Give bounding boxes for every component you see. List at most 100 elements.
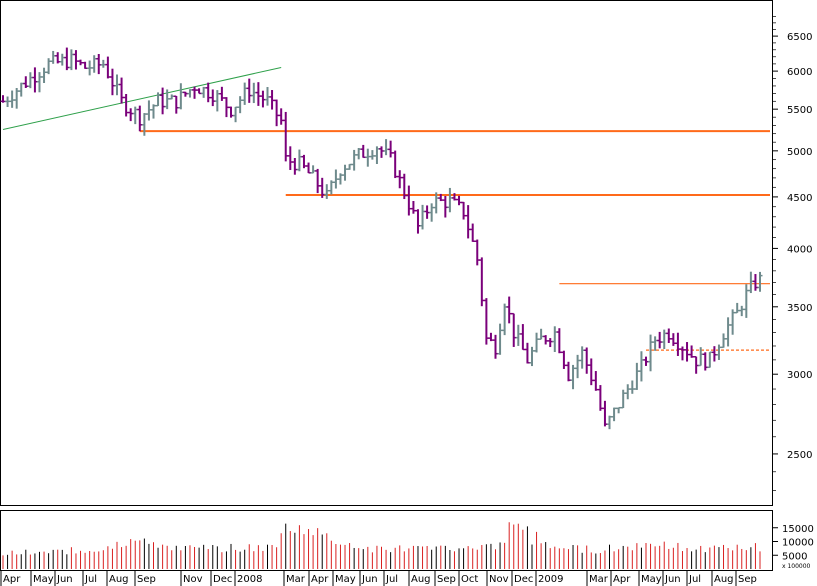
price-bar	[620, 389, 626, 409]
price-bar	[752, 274, 758, 291]
price-bar	[269, 90, 275, 110]
price-bar	[634, 362, 640, 390]
price-bar	[292, 158, 298, 175]
x-tick-label: Aug	[411, 574, 431, 585]
x-tick-label: Aug	[714, 574, 734, 585]
price-bar	[479, 257, 485, 307]
price-bar	[579, 346, 585, 369]
price-bar	[575, 354, 581, 379]
x-tick-label: Sep	[738, 574, 757, 585]
price-bar	[347, 163, 353, 170]
price-bar	[360, 144, 366, 159]
price-bar	[82, 61, 88, 69]
x-tick-label: Jun	[664, 574, 681, 585]
price-bar	[383, 139, 389, 156]
x-tick-label: Jul	[385, 574, 398, 585]
price-bar	[488, 332, 494, 342]
price-bar	[169, 94, 175, 100]
price-bar	[23, 76, 29, 88]
price-tick-label: 5000	[787, 147, 812, 158]
price-bar	[287, 146, 293, 170]
price-bar	[119, 77, 125, 104]
price-bar	[534, 332, 540, 353]
price-bar	[629, 380, 635, 394]
price-bar	[693, 356, 699, 374]
price-bar	[648, 334, 654, 372]
price-bar	[105, 56, 111, 79]
price-bar	[470, 223, 476, 242]
price-bar	[739, 305, 745, 317]
price-bar	[223, 97, 229, 118]
volume-bars	[2, 522, 761, 569]
x-tick-label: Apr	[613, 574, 631, 585]
price-bar	[707, 351, 713, 369]
price-tick-label: 4000	[787, 244, 812, 255]
price-bar	[493, 334, 499, 359]
price-bar	[14, 87, 20, 109]
price-bar	[442, 196, 448, 218]
price-bar	[219, 86, 225, 101]
price-bar	[328, 180, 334, 195]
price-bar	[132, 106, 138, 125]
price-tick-label: 6000	[787, 67, 812, 78]
x-tick-label: Dec	[213, 574, 232, 585]
price-bar	[711, 346, 717, 362]
price-bar	[538, 328, 544, 340]
price-bar	[424, 205, 430, 219]
price-bar	[392, 150, 398, 179]
price-bar	[652, 336, 658, 351]
price-bar	[59, 53, 65, 66]
price-bar	[379, 146, 384, 158]
price-bar	[182, 91, 188, 97]
price-bar	[324, 184, 330, 199]
price-bar	[337, 173, 343, 185]
price-bar	[415, 209, 421, 234]
price-bar	[561, 350, 567, 369]
price-bar	[141, 113, 147, 136]
volume-tick-label: 15000	[782, 524, 814, 535]
price-bar	[246, 78, 252, 103]
price-bar	[251, 82, 257, 104]
x-tick-label: May	[641, 574, 662, 585]
price-tick-label: 5500	[787, 105, 812, 116]
x-tick-label: Apr	[311, 574, 329, 585]
price-bar	[187, 89, 193, 98]
price-bar	[597, 385, 603, 411]
price-bar	[109, 68, 115, 96]
price-bar	[310, 165, 316, 174]
price-bar	[0, 95, 6, 103]
price-bar	[374, 146, 380, 165]
x-tick-label: Jun	[56, 574, 73, 585]
price-bar	[410, 201, 416, 214]
x-tick-label: Sep	[437, 574, 456, 585]
price-bar	[178, 83, 184, 110]
volume-y-axis: 5000 10000 15000	[773, 524, 814, 562]
price-bar	[365, 148, 371, 167]
volume-tick-label: 10000	[782, 538, 814, 549]
price-bar	[684, 342, 690, 362]
price-bar	[369, 150, 375, 160]
x-tick-label: Nov	[183, 574, 203, 585]
price-bar	[46, 58, 52, 75]
price-bar	[55, 52, 61, 64]
price-bar	[725, 317, 731, 347]
price-bar	[556, 328, 562, 354]
price-bar	[68, 49, 74, 71]
price-bar	[520, 324, 526, 351]
price-bar	[278, 108, 284, 125]
price-bar	[260, 90, 266, 108]
price-bar	[351, 149, 357, 171]
price-bar	[18, 82, 24, 97]
price-bar	[96, 53, 102, 75]
price-tick-label: 3000	[787, 370, 812, 381]
price-bar	[192, 86, 198, 99]
price-bar	[547, 338, 553, 348]
x-tick-label: Apr	[3, 574, 21, 585]
price-bar	[616, 406, 622, 414]
price-bar	[611, 407, 617, 422]
price-bar	[242, 82, 248, 105]
price-bars	[0, 47, 763, 430]
price-tick-label: 2500	[787, 450, 812, 461]
price-bar	[78, 59, 84, 66]
